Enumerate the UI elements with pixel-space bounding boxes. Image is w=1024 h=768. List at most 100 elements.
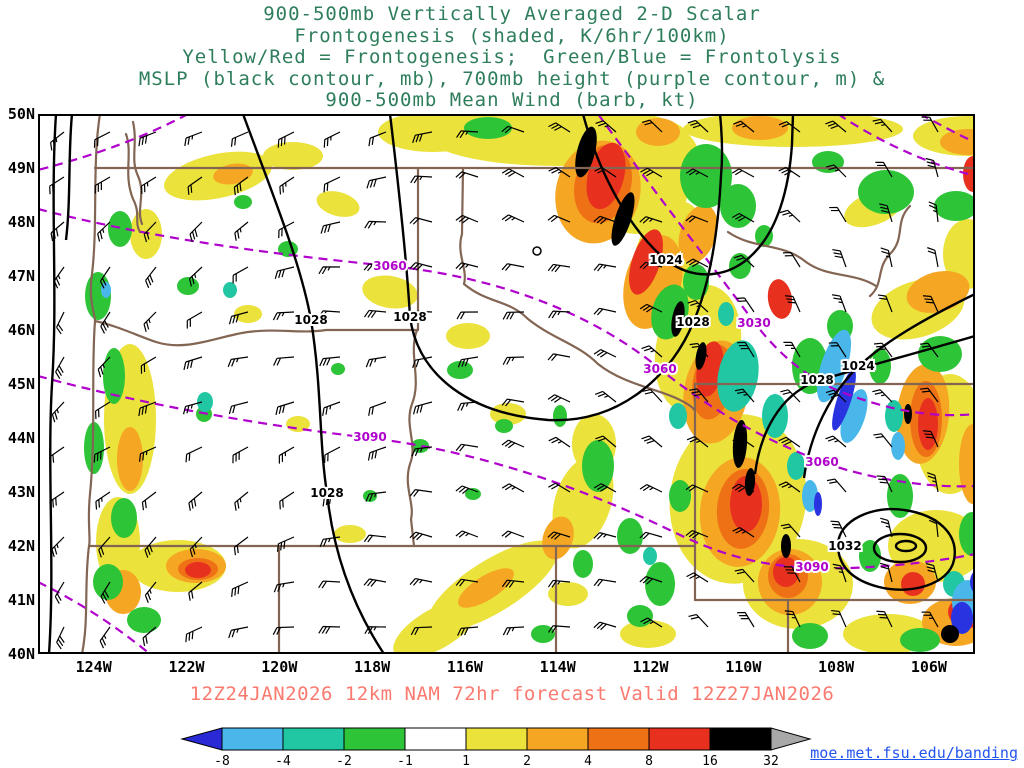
wind-barb: [501, 579, 525, 588]
wind-barb: [411, 446, 433, 457]
wind-barb: [56, 626, 65, 650]
wind-barb: [230, 131, 249, 147]
wind-barb: [872, 389, 893, 403]
lat-tick-label: 44N: [7, 429, 35, 447]
wind-barb: [547, 579, 571, 588]
wind-barb: [731, 483, 755, 493]
wind-barb: [826, 478, 847, 493]
wind-barb: [501, 125, 525, 134]
lon-tick-label: 112W: [632, 658, 669, 676]
lat-tick-label: 48N: [7, 213, 35, 231]
mslp-label: 1028: [294, 313, 327, 327]
wind-barb: [275, 401, 295, 415]
wind-barb: [140, 176, 157, 195]
colorbar-tick-label: -2: [336, 754, 352, 768]
wind-barb: [140, 356, 157, 374]
contour-labels: 1028 1028 1024 1028 1028 1024 1028 1032 …: [292, 251, 876, 576]
puget-sound: [124, 132, 142, 234]
title-line: 900-500mb Mean Wind (barb, kt): [325, 89, 699, 111]
wind-barb: [547, 531, 571, 540]
colorbar-tick-label: 16: [702, 754, 718, 768]
wind-barb: [322, 491, 341, 507]
wind-barb: [783, 566, 801, 583]
forecast-caption: 12Z24JAN2026 12km NAM 72hr forecast Vali…: [189, 683, 835, 705]
wind-barb: [144, 536, 157, 558]
wind-barb: [365, 491, 387, 502]
wind-barb: [53, 266, 65, 289]
wind-barb: [409, 577, 433, 586]
mslp-label: 1028: [393, 310, 426, 324]
colorbar-tick-label: -4: [275, 754, 291, 768]
footer-link[interactable]: moe.met.fsu.edu/banding: [810, 744, 1018, 762]
height-label: 3060: [373, 259, 406, 273]
wind-barb: [412, 401, 433, 415]
wind-barb: [831, 609, 847, 628]
wind-barb: [778, 166, 801, 178]
wind-barb: [278, 446, 295, 464]
colorbar-segment: [465, 727, 528, 751]
wind-barb: [318, 266, 341, 275]
wind-barb: [685, 258, 709, 268]
wind-barb: [501, 263, 525, 271]
wind-barb: [93, 131, 111, 148]
wind-barb: [687, 119, 709, 133]
mslp-label: 1028: [800, 373, 833, 387]
wind-barb: [277, 131, 295, 148]
wind-barb: [412, 356, 433, 369]
wind-barb: [501, 483, 525, 493]
wind-barb: [880, 247, 893, 268]
wind-barb: [231, 581, 249, 598]
wind-barb: [782, 251, 801, 268]
height-label: 3090: [795, 560, 828, 574]
wind-barb: [455, 171, 479, 179]
wind-barb: [51, 401, 65, 423]
wind-barb: [548, 436, 571, 448]
wind-barb: [685, 215, 709, 223]
wind-barb: [501, 530, 525, 538]
wind-barb: [233, 176, 249, 196]
wind-barb: [778, 121, 801, 133]
wind-barb: [455, 578, 479, 587]
wind-barb: [642, 388, 663, 403]
wind-barb: [593, 532, 617, 540]
wind-barb: [928, 201, 939, 223]
wind-barb: [97, 356, 111, 378]
wind-barb: [689, 342, 709, 358]
wind-barb: [409, 217, 433, 225]
wind-barb: [502, 626, 525, 636]
wind-barb: [737, 341, 755, 358]
wind-barb: [276, 536, 295, 552]
wind-barb: [368, 131, 387, 147]
map-canvas: 1028 1028 1024 1028 1028 1024 1028 1032 …: [38, 114, 975, 654]
wind-barb: [188, 266, 203, 287]
wind-barb: [186, 311, 203, 329]
wind-barb: [138, 446, 157, 462]
wind-barb: [183, 356, 203, 370]
wind-barb: [185, 446, 203, 463]
wind-barb: [875, 161, 893, 178]
wind-barb: [641, 119, 663, 133]
wind-barb: [919, 387, 939, 403]
wind-barb: [927, 247, 939, 268]
wind-barb: [639, 261, 663, 270]
colorbar-segment: [709, 727, 772, 751]
wind-barb: [232, 446, 249, 464]
wind-barb: [98, 536, 111, 558]
wa-or-border: [93, 319, 420, 347]
wind-barb: [641, 435, 663, 448]
colorbar-tick-label: 8: [645, 754, 653, 768]
lat-tick-label: 50N: [7, 105, 35, 123]
wind-barb: [234, 491, 249, 511]
colorbar-right-arrow: [770, 727, 812, 751]
lon-tick-label: 118W: [354, 658, 391, 676]
wind-barb: [273, 581, 295, 593]
wind-barb: [319, 356, 341, 367]
lat-tick-label: 47N: [7, 267, 35, 285]
wind-barb: [640, 167, 663, 178]
wind-barb: [457, 401, 479, 411]
wind-barb: [548, 122, 571, 133]
wind-barb: [876, 610, 893, 628]
wind-barb: [272, 626, 295, 635]
wind-barb: [54, 581, 65, 604]
wind-barb: [189, 221, 203, 243]
